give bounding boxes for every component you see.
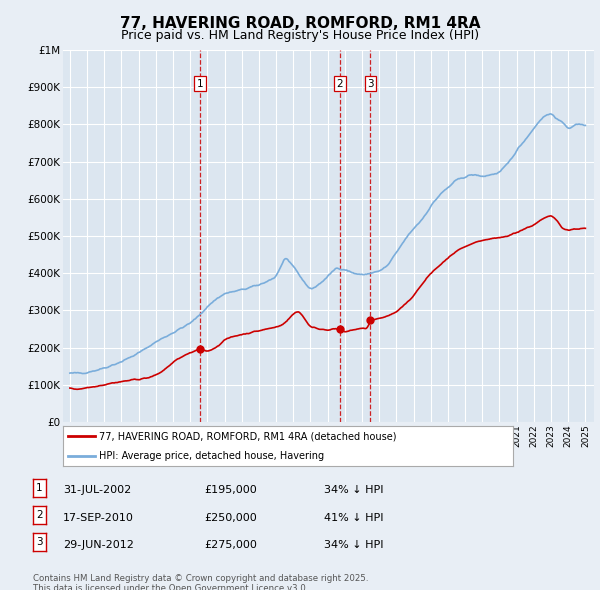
Text: 1: 1 — [197, 78, 203, 88]
Text: HPI: Average price, detached house, Havering: HPI: Average price, detached house, Have… — [99, 451, 324, 461]
Text: 34% ↓ HPI: 34% ↓ HPI — [324, 486, 383, 496]
Text: 31-JUL-2002: 31-JUL-2002 — [63, 486, 131, 496]
Text: 3: 3 — [367, 78, 374, 88]
Text: 77, HAVERING ROAD, ROMFORD, RM1 4RA: 77, HAVERING ROAD, ROMFORD, RM1 4RA — [120, 16, 480, 31]
Text: £250,000: £250,000 — [204, 513, 257, 523]
Text: 2: 2 — [337, 78, 343, 88]
Text: This data is licensed under the Open Government Licence v3.0.: This data is licensed under the Open Gov… — [33, 584, 308, 590]
Text: 17-SEP-2010: 17-SEP-2010 — [63, 513, 134, 523]
Text: 34% ↓ HPI: 34% ↓ HPI — [324, 540, 383, 550]
Text: Contains HM Land Registry data © Crown copyright and database right 2025.: Contains HM Land Registry data © Crown c… — [33, 574, 368, 583]
Text: 1: 1 — [36, 483, 43, 493]
Text: Price paid vs. HM Land Registry's House Price Index (HPI): Price paid vs. HM Land Registry's House … — [121, 30, 479, 42]
Text: £195,000: £195,000 — [204, 486, 257, 496]
Text: 29-JUN-2012: 29-JUN-2012 — [63, 540, 134, 550]
Text: 41% ↓ HPI: 41% ↓ HPI — [324, 513, 383, 523]
Text: 77, HAVERING ROAD, ROMFORD, RM1 4RA (detached house): 77, HAVERING ROAD, ROMFORD, RM1 4RA (det… — [99, 431, 397, 441]
Text: £275,000: £275,000 — [204, 540, 257, 550]
Text: 2: 2 — [36, 510, 43, 520]
Text: 3: 3 — [36, 537, 43, 547]
